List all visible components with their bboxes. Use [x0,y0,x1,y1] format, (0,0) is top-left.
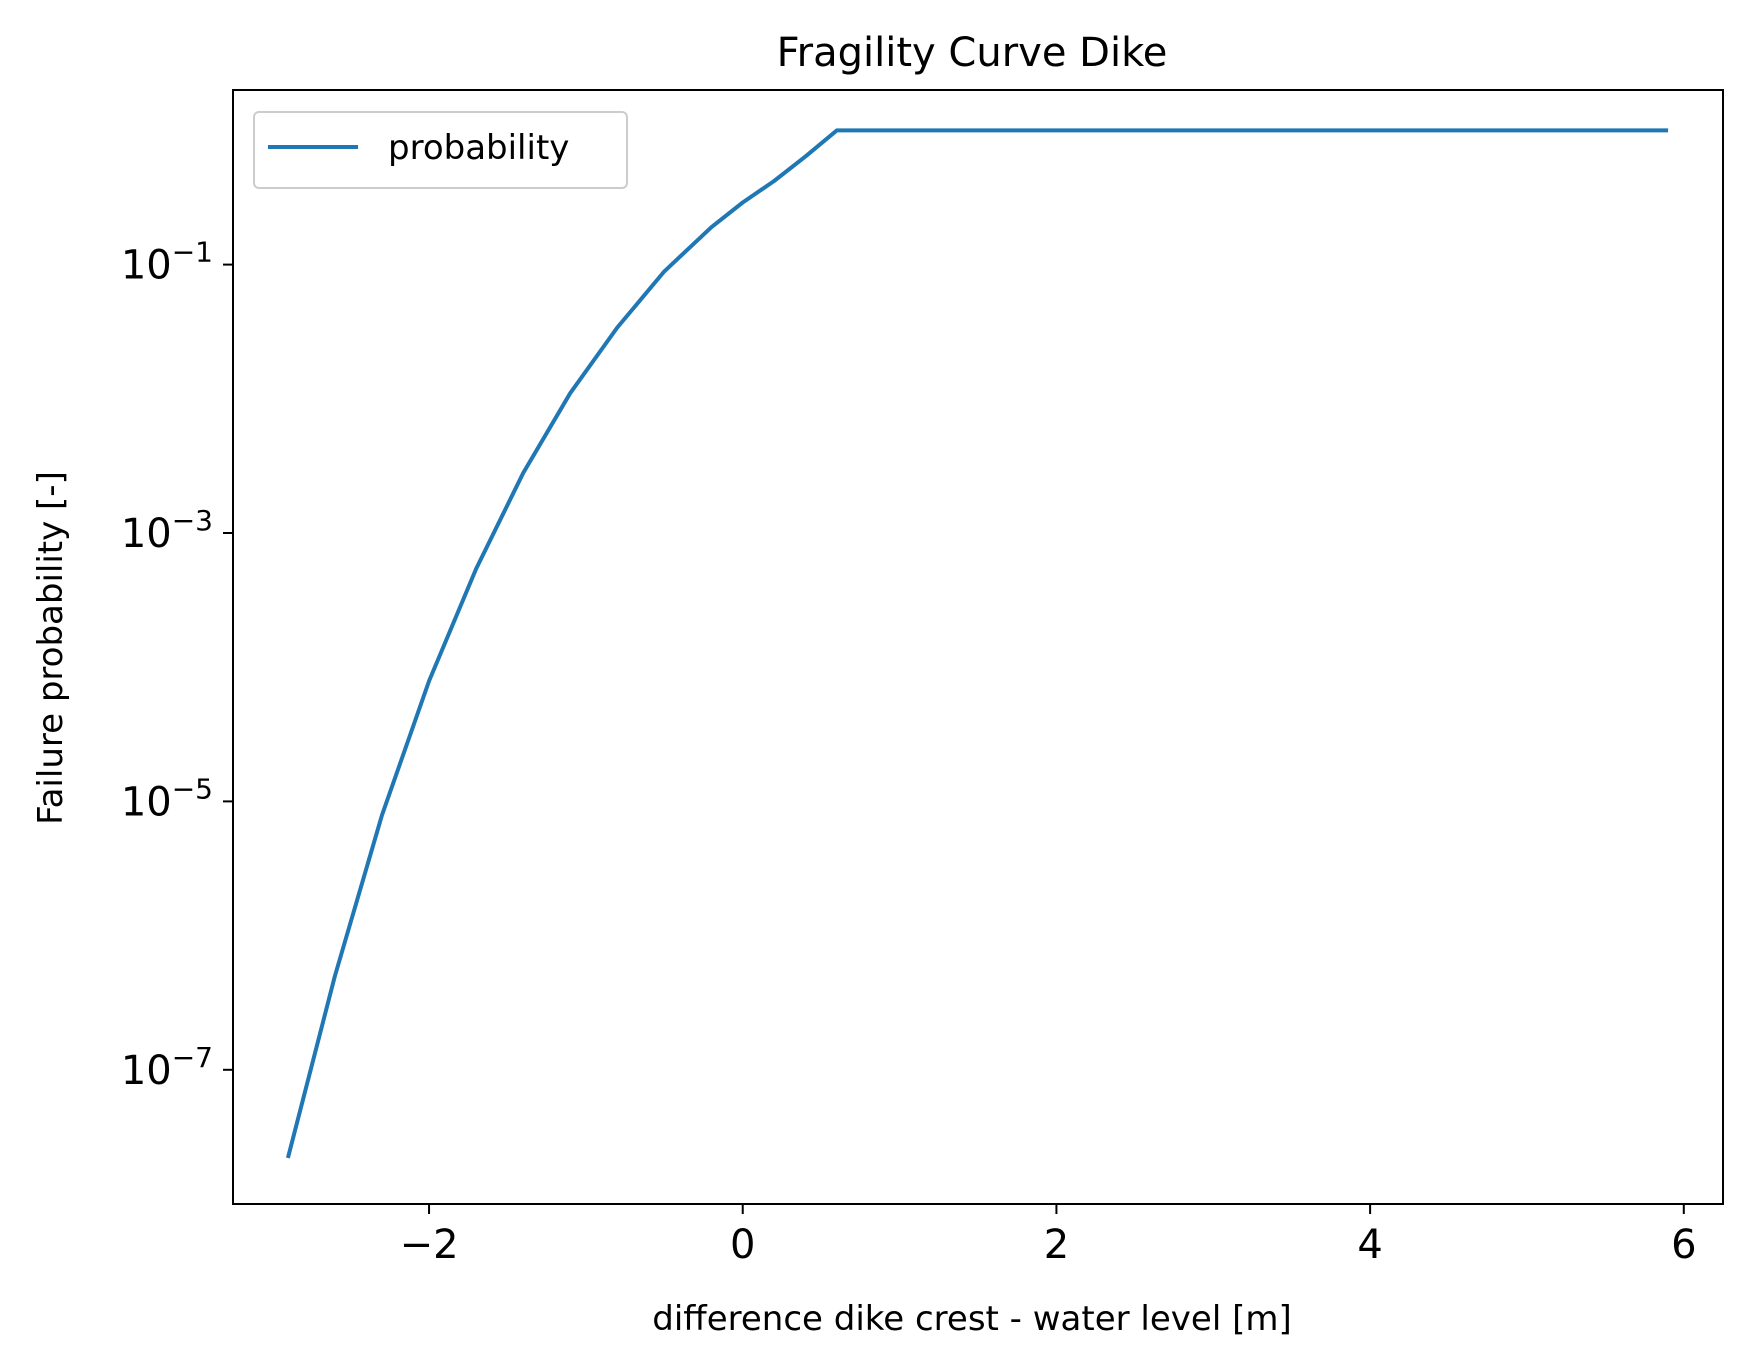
x-tick-label: 4 [1357,1222,1382,1268]
y-tick-label: 10−5 [121,772,213,825]
chart-title: Fragility Curve Dike [777,30,1168,76]
axes-frame [232,89,1724,1205]
y-axis-label: Failure probability [-] [31,471,71,825]
x-tick-label: 2 [1044,1222,1069,1268]
x-axis-label: difference dike crest - water level [m] [652,1299,1291,1339]
y-tick-label: 10−7 [121,1041,213,1094]
legend-box [253,111,628,189]
x-tick-label: 6 [1671,1222,1696,1268]
series-line-probability [285,128,1669,1159]
x-tick-label: −2 [400,1222,459,1268]
y-axis-ticks: 10−1 10−3 10−5 10−7 [121,236,233,1094]
plot-area [285,128,1669,1159]
y-tick-label: 10−3 [121,504,213,557]
legend-label: probability [388,128,569,168]
legend: probability [253,111,628,189]
x-axis-ticks: −2 0 2 4 6 [400,1204,1697,1268]
y-tick-label: 10−1 [121,236,213,289]
x-tick-label: 0 [730,1222,755,1268]
